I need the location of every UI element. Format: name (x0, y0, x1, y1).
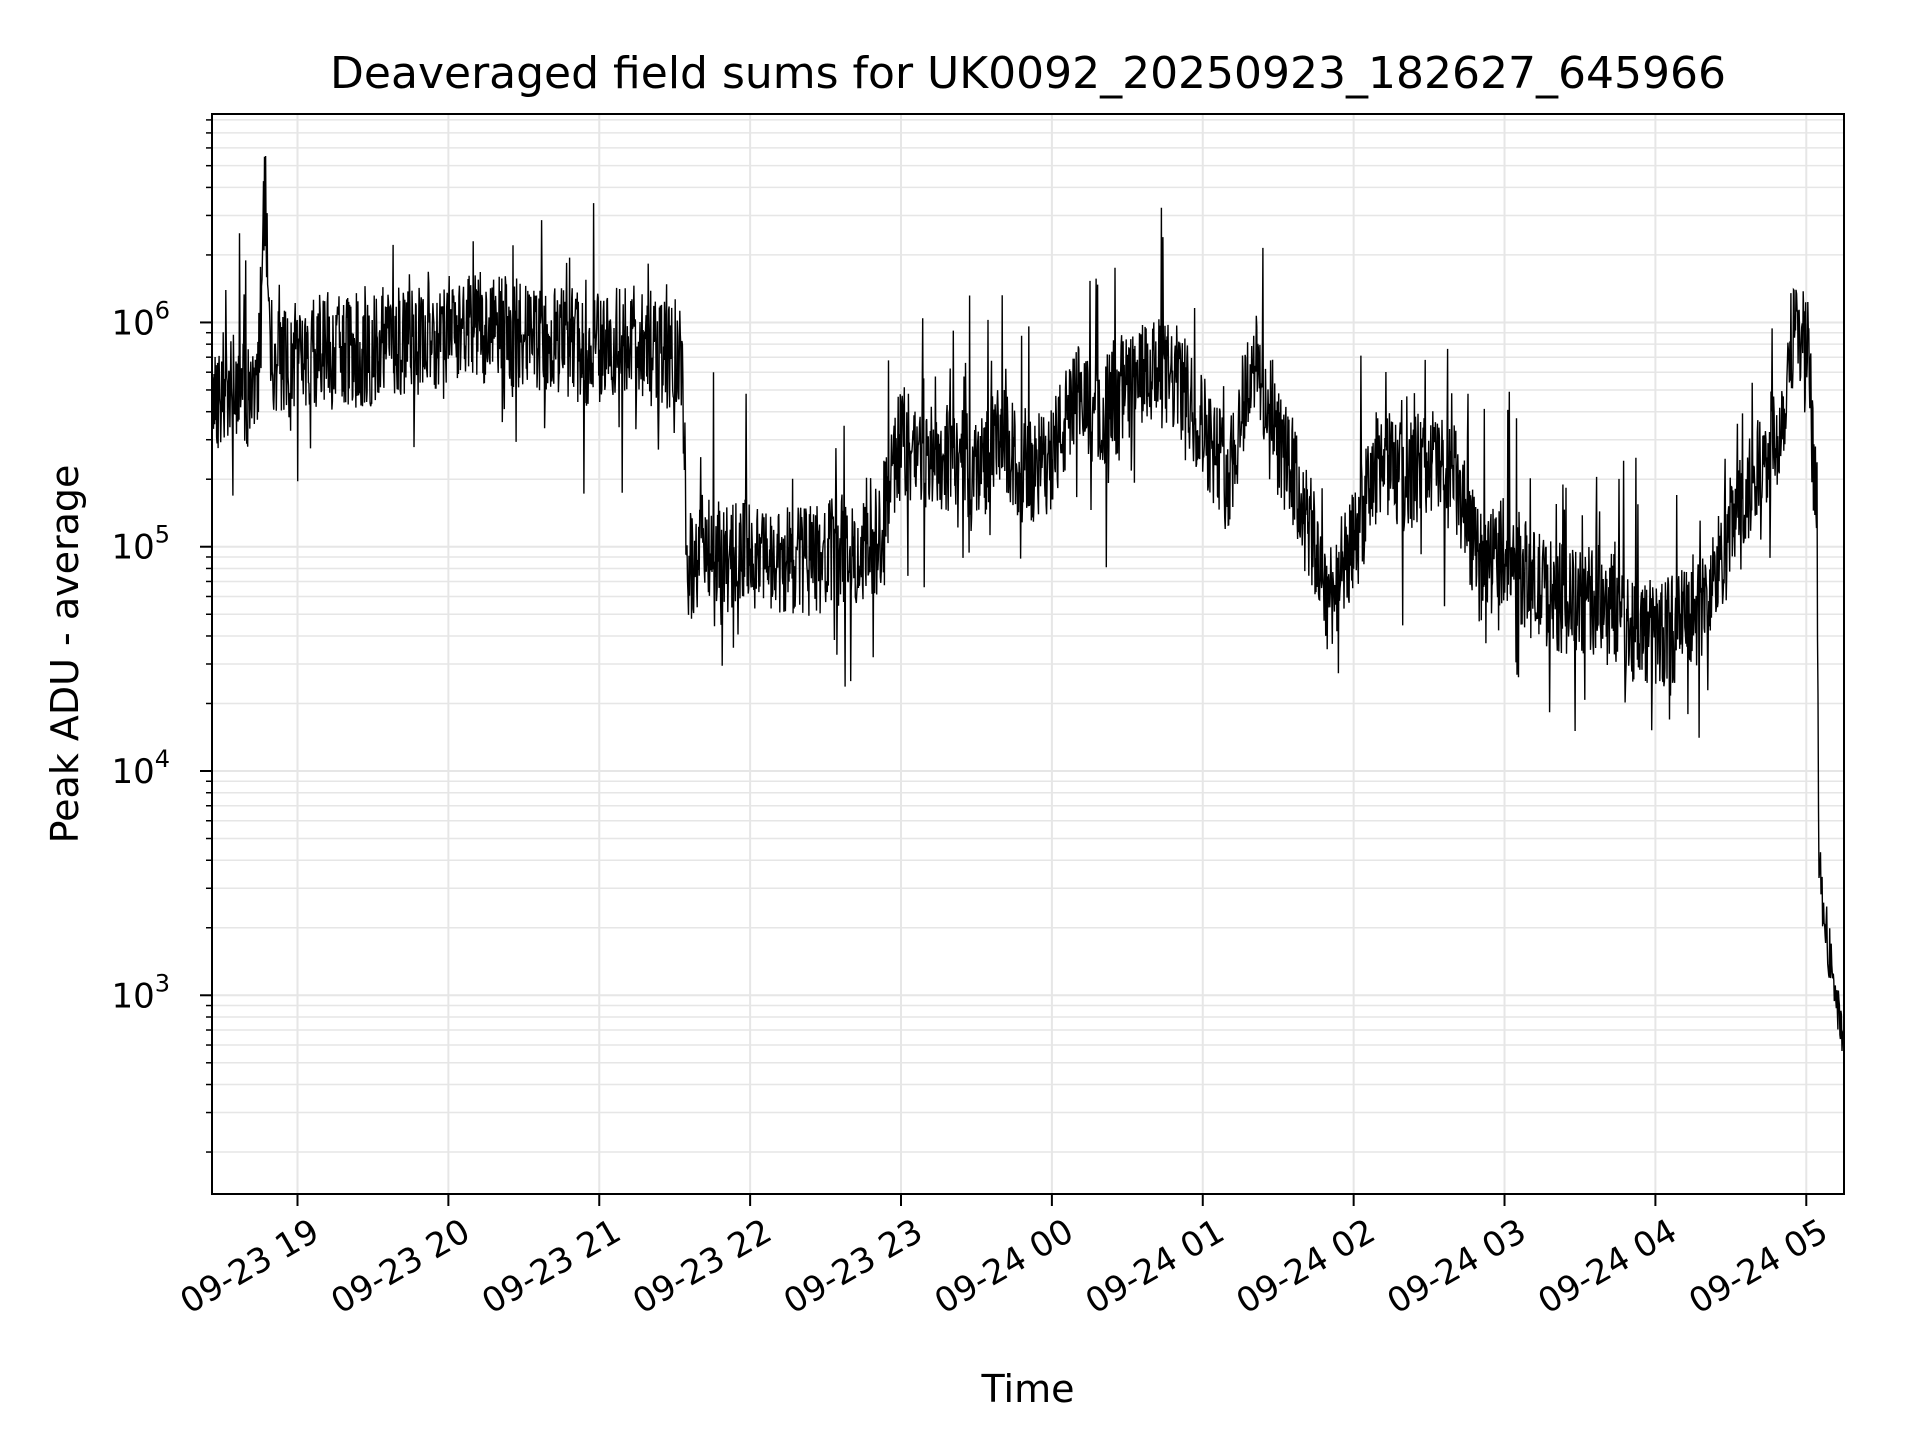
x-axis-label: Time (981, 1367, 1075, 1411)
y-axis-label: Peak ADU - average (43, 465, 87, 844)
plot-frame (211, 113, 1845, 1195)
series-line (212, 155, 1844, 1052)
chart-title: Deaveraged field sums for UK0092_2025092… (330, 48, 1726, 99)
grid (212, 114, 1844, 1194)
